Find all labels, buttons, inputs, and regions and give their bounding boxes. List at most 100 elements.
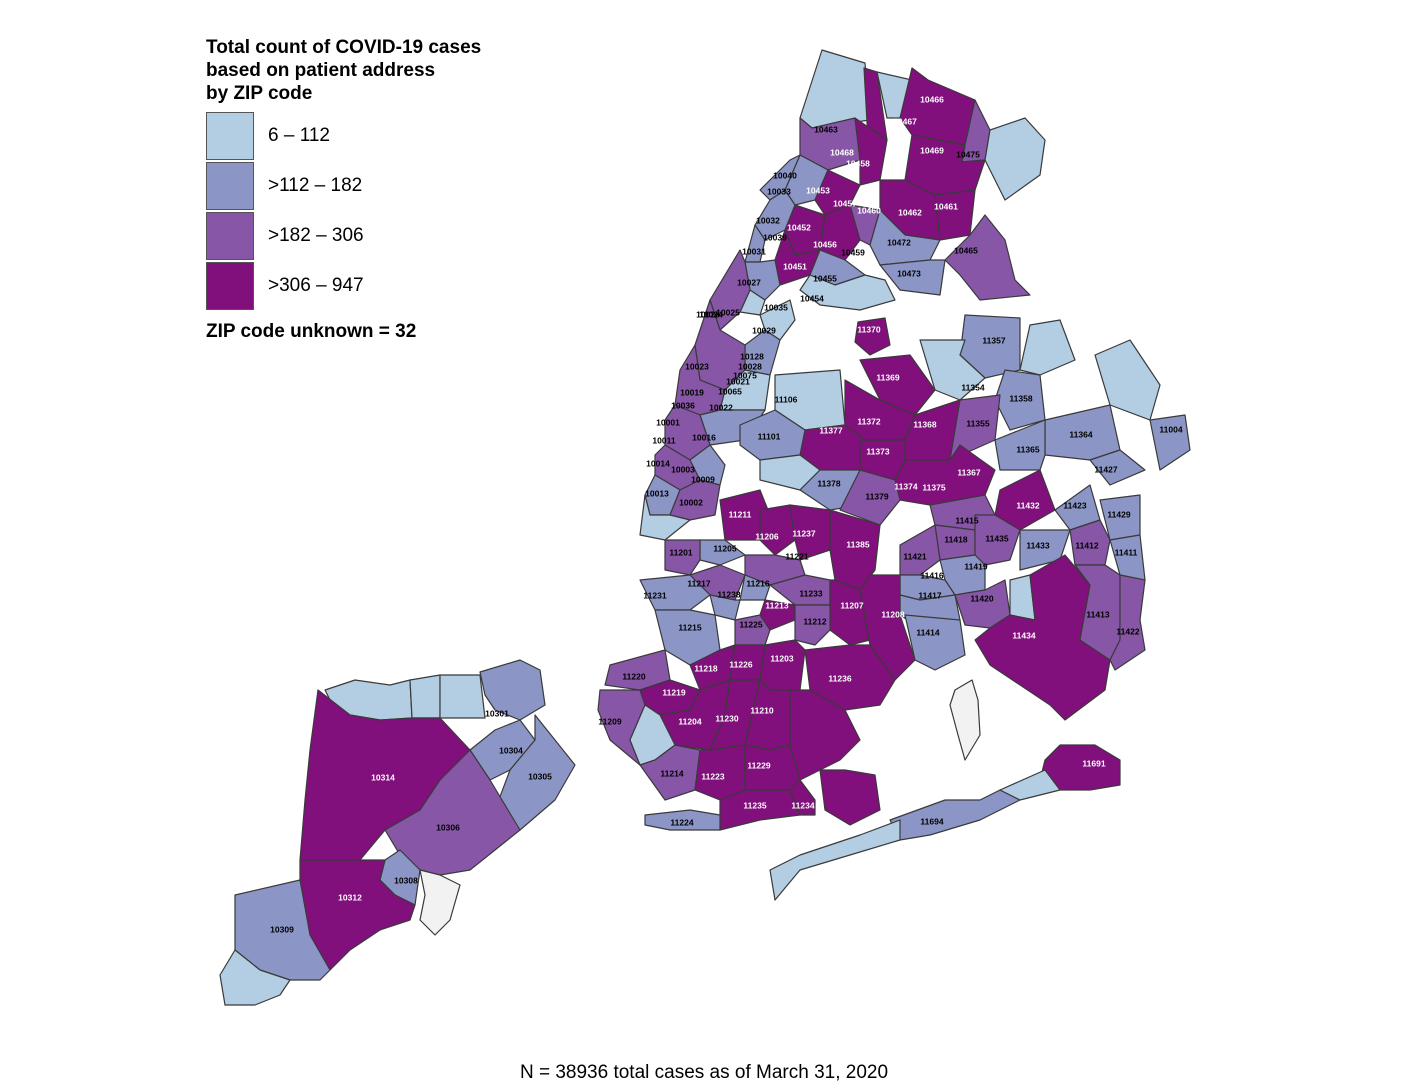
borough-queens: [739, 314, 1191, 901]
zip-label-11374: 11374: [894, 481, 917, 491]
zip-label-11416: 11416: [920, 570, 943, 580]
zip-label-11201: 11201: [669, 547, 692, 557]
zip-label-11420: 11420: [970, 593, 993, 603]
legend-item: >182 – 306: [206, 211, 481, 261]
zip-label-11373: 11373: [866, 446, 889, 456]
zip-label-11375: 11375: [922, 482, 945, 492]
zip-label-10472: 10472: [887, 237, 911, 247]
borough-manhattan: [639, 154, 801, 541]
zip-label-10453: 10453: [806, 185, 830, 195]
zip-label-10468: 10468: [830, 147, 854, 157]
zip-label-10021: 10021: [726, 376, 750, 386]
zip-label-10025: 10025: [716, 307, 740, 317]
zip-label-11106: 11106: [775, 394, 798, 404]
zip-label-10065: 10065: [718, 386, 742, 396]
zip-label-11236: 11236: [828, 673, 851, 683]
zip-label-10314: 10314: [371, 772, 395, 782]
zip-label-11220: 11220: [622, 671, 645, 681]
zip-label-10033: 10033: [767, 186, 791, 196]
zip-label-11231: 11231: [643, 590, 666, 600]
legend-label: >306 – 947: [268, 275, 364, 296]
zip-label-11370: 11370: [857, 324, 880, 334]
zip-label-10473: 10473: [897, 268, 921, 278]
zip-label-10455: 10455: [813, 273, 837, 283]
map-caption: N = 38936 total cases as of March 31, 20…: [519, 1062, 889, 1083]
legend-label: >112 – 182: [268, 175, 363, 196]
zip-label-11226: 11226: [729, 659, 752, 669]
zip-label-10461: 10461: [934, 201, 958, 211]
zip-label-11417: 11417: [918, 590, 941, 600]
zip-label-11691: 11691: [1082, 758, 1105, 768]
zip-label-11414: 11414: [916, 627, 939, 637]
zip-label-10003: 10003: [671, 464, 695, 474]
zip-label-10305: 10305: [528, 771, 552, 781]
zip-label-10002: 10002: [679, 497, 703, 507]
zip-label-11235: 11235: [743, 800, 766, 810]
zip-label-10467: 10467: [893, 116, 917, 126]
zip-label-10128: 10128: [740, 351, 764, 361]
zip-label-11238: 11238: [717, 589, 740, 599]
zip-label-11368: 11368: [913, 419, 936, 429]
zip-label-11694: 11694: [920, 816, 943, 826]
zip-label-10454: 10454: [800, 293, 824, 303]
zip-label-10032: 10032: [756, 215, 780, 225]
zip-label-10001: 10001: [656, 417, 680, 427]
zip-label-10031: 10031: [742, 246, 766, 256]
legend-label: >182 – 306: [268, 225, 364, 246]
zip-label-11372: 11372: [857, 416, 880, 426]
zip-label-11205: 11205: [713, 543, 736, 553]
legend-swatch: [206, 162, 254, 210]
zip-label-11427: 11427: [1094, 464, 1117, 474]
zip-label-11358: 11358: [1009, 393, 1032, 403]
zip-label-11423: 11423: [1063, 500, 1086, 510]
zip-label-10075: 10075: [733, 370, 757, 380]
zip-label-10304: 10304: [499, 745, 523, 755]
zip-label-10460: 10460: [857, 205, 881, 215]
zip-label-10016: 10016: [692, 432, 716, 442]
zip-label-10029: 10029: [752, 325, 776, 335]
legend-swatch: [206, 112, 254, 160]
zip-label-11211: 11211: [729, 509, 752, 519]
zip-label-11435: 11435: [985, 533, 1008, 543]
zip-label-11212: 11212: [803, 616, 826, 626]
zip-label-11355: 11355: [966, 418, 989, 428]
zip-label-10022: 10022: [709, 402, 733, 412]
zip-label-10036: 10036: [671, 400, 695, 410]
zip-label-11412: 11412: [1075, 540, 1098, 550]
zip-label-10458: 10458: [846, 158, 870, 168]
zip-label-10014: 10014: [646, 458, 670, 468]
zip-label-11234: 11234: [791, 800, 814, 810]
zip-label-11378: 11378: [817, 478, 840, 488]
legend-swatch: [206, 262, 254, 310]
zip-label-10035: 10035: [764, 302, 788, 312]
legend-item: >112 – 182: [206, 161, 481, 211]
zip-label-10011: 10011: [652, 435, 675, 445]
zip-label-10457: 10457: [833, 198, 857, 208]
zip-label-10459: 10459: [841, 247, 865, 257]
zip-label-10306: 10306: [436, 822, 460, 832]
zip-label-10023: 10023: [685, 361, 709, 371]
borough-staten-island: [219, 659, 576, 1006]
zip-label-11415: 11415: [955, 515, 978, 525]
zip-label-11365: 11365: [1016, 444, 1039, 454]
zip-label-11385: 11385: [846, 539, 869, 549]
zip-label-11433: 11433: [1026, 540, 1049, 550]
zip-label-11367: 11367: [957, 467, 980, 477]
zip-label-10475: 10475: [956, 149, 980, 159]
zip-label-11210: 11210: [750, 705, 773, 715]
zip-label-10009: 10009: [691, 474, 715, 484]
zip-label-10027: 10027: [737, 277, 761, 287]
zip-label-11223: 11223: [701, 771, 724, 781]
zip-label-10308: 10308: [394, 875, 418, 885]
zip-label-10019: 10019: [680, 387, 704, 397]
zip-label-10462: 10462: [898, 207, 922, 217]
zip-label-10013: 10013: [645, 488, 669, 498]
zip-label-10026: 10026: [696, 309, 720, 319]
zip-label-10463: 10463: [814, 124, 838, 134]
zip-label-11357: 11357: [982, 335, 1005, 345]
borough-brooklyn: [597, 489, 916, 831]
legend-item: 6 – 112: [206, 111, 481, 161]
zip-label-10024: 10024: [699, 309, 723, 319]
